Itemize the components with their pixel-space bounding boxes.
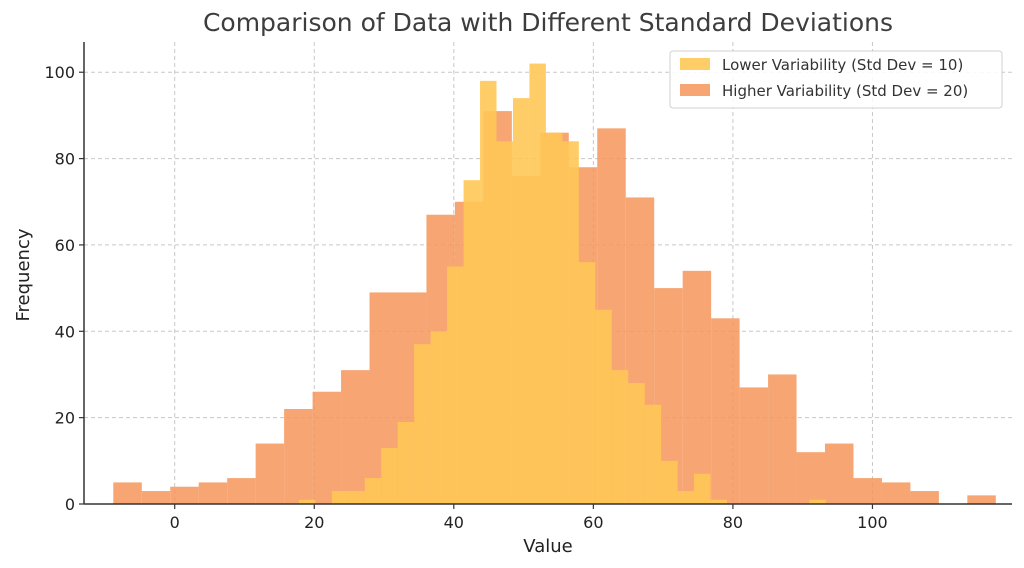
histogram-bar: [284, 409, 313, 504]
histogram-bar: [853, 478, 882, 504]
histogram-bar: [910, 491, 939, 504]
y-tick-label: 100: [44, 63, 75, 82]
histogram-bar: [170, 486, 199, 504]
histogram-bar: [141, 491, 171, 504]
histogram-bar: [364, 478, 382, 504]
histogram-bar: [644, 404, 662, 504]
y-tick-label: 20: [55, 409, 75, 428]
histogram-bar: [967, 495, 996, 504]
histogram-bar: [480, 80, 497, 505]
histogram-bar: [628, 383, 645, 504]
series-lower-variability: [298, 63, 826, 505]
histogram-bar: [414, 344, 431, 504]
histogram-bar: [562, 141, 579, 504]
x-axis-label: Value: [523, 536, 572, 557]
histogram-bar: [809, 499, 826, 504]
y-tick-label: 80: [55, 150, 75, 169]
histogram-bar: [341, 370, 370, 504]
legend: Lower Variability (Std Dev = 10) Higher …: [669, 50, 1003, 109]
histogram-bar: [198, 482, 228, 504]
x-tick-label: 100: [857, 513, 888, 532]
histogram-bar: [595, 309, 612, 504]
histogram-bar: [463, 180, 481, 505]
x-tick-label: 20: [304, 513, 324, 532]
histogram-bar: [331, 491, 349, 504]
legend-frame: [669, 50, 1003, 109]
histogram-bar: [694, 473, 711, 504]
histogram-bar: [545, 132, 563, 504]
histogram-bar: [447, 266, 464, 504]
legend-label-lower-variability: Lower Variability (Std Dev = 10): [722, 56, 963, 74]
histogram-bar: [677, 491, 695, 504]
histogram-bar: [512, 98, 530, 504]
histogram-bar: [739, 387, 769, 504]
y-tick-label: 60: [55, 236, 75, 255]
histogram-bar: [312, 391, 342, 504]
histogram-bar: [881, 482, 911, 504]
x-tick-label: 0: [170, 513, 180, 532]
legend-swatch-lower-variability: [680, 58, 710, 70]
axes: 0 20 40 60 80 100 0 20 40 60 80 100: [44, 42, 1012, 532]
histogram-bar: [397, 421, 415, 504]
histogram-bar: [430, 331, 448, 504]
histogram-bar: [825, 443, 854, 504]
histogram-bar: [348, 491, 365, 504]
histogram-bars: [113, 63, 996, 505]
histogram-bar: [661, 460, 678, 504]
y-tick-label: 0: [65, 495, 75, 514]
histogram-bar: [682, 270, 712, 504]
histogram-bar: [255, 443, 285, 504]
histogram-bar: [529, 63, 546, 505]
histogram-bar: [796, 452, 826, 504]
histogram-bar: [496, 141, 513, 504]
chart-title: Comparison of Data with Different Standa…: [203, 8, 893, 37]
x-tick-label: 80: [723, 513, 743, 532]
histogram-bar: [227, 478, 256, 504]
legend-swatch-higher-variability: [680, 84, 710, 96]
histogram-bar: [768, 374, 797, 504]
histogram-bar: [113, 482, 142, 504]
histogram-bar: [611, 370, 629, 504]
histogram-bar: [578, 262, 596, 504]
histogram-bar: [711, 318, 740, 504]
histogram-bar: [298, 499, 316, 504]
histogram-bar: [381, 447, 398, 504]
y-tick-label: 40: [55, 322, 75, 341]
x-tick-label: 60: [583, 513, 603, 532]
legend-label-higher-variability: Higher Variability (Std Dev = 20): [722, 82, 968, 100]
histogram-bar: [710, 499, 728, 504]
x-tick-label: 40: [444, 513, 464, 532]
y-axis-label: Frequency: [13, 228, 34, 321]
